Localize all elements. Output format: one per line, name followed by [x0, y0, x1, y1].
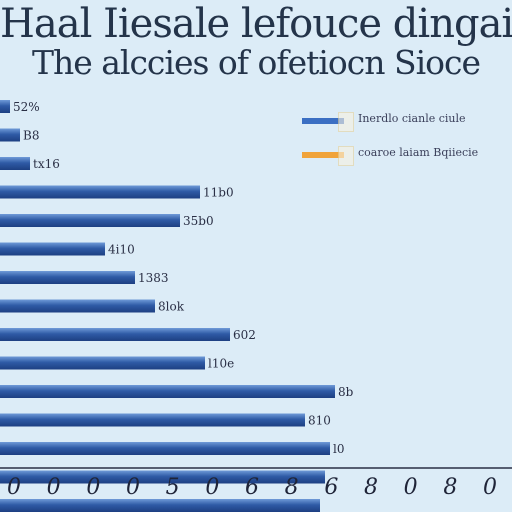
- bar: [0, 413, 305, 427]
- x-tick-label: 0: [205, 475, 219, 500]
- x-tick-label: 6: [245, 475, 259, 500]
- bar: [0, 328, 230, 341]
- bar: [0, 100, 10, 113]
- x-tick-label: 0: [404, 475, 418, 500]
- bar: [0, 157, 30, 170]
- bar-value-label: 8lok: [158, 300, 185, 314]
- chart-title-line-2: The alccies of ofetiocn Sioce: [31, 43, 481, 82]
- chart-title: Haal Iiesale lefouce dingai The alccies …: [0, 0, 512, 82]
- bar: [0, 385, 335, 398]
- legend-marker: [338, 112, 354, 132]
- x-tick-label: 5: [166, 475, 180, 500]
- legend-marker: [338, 146, 354, 166]
- bar: [0, 499, 320, 512]
- x-tick-label: 8: [285, 475, 299, 500]
- bar-value-label: 1383: [138, 271, 169, 285]
- legend-item: Inerdlo cianle ciule: [302, 112, 502, 132]
- bar-value-label: 4i10: [108, 243, 135, 257]
- x-tick-label: 0: [126, 475, 140, 500]
- legend-item: coaroe laiam Bqiiecie: [302, 146, 502, 166]
- bar-value-label: tx16: [33, 157, 60, 171]
- bar-value-label: 11b0: [203, 186, 234, 200]
- bar-value-label: 810: [308, 414, 331, 428]
- legend-label: Inerdlo cianle ciule: [358, 112, 466, 125]
- bar-value-label: 602: [233, 328, 256, 342]
- bar: [0, 214, 180, 227]
- chart-title-line-1: Haal Iiesale lefouce dingai: [0, 1, 512, 47]
- x-tick-label: 8: [443, 475, 457, 500]
- bar-value-label: 8b: [338, 385, 354, 399]
- x-tick-label: 0: [86, 475, 100, 500]
- legend-label: coaroe laiam Bqiiecie: [358, 146, 479, 159]
- bar: [0, 242, 105, 256]
- bar: [0, 185, 200, 199]
- bar-value-label: l10e: [208, 357, 234, 371]
- bar: [0, 299, 155, 313]
- x-tick-label: 6: [324, 475, 338, 500]
- x-tick-label: 0: [483, 475, 497, 500]
- chart-legend: Inerdlo cianle ciule coaroe laiam Bqiiec…: [302, 112, 502, 172]
- bar: [0, 442, 330, 455]
- bar: [0, 356, 205, 370]
- legend-swatch-orange: [302, 152, 344, 158]
- bar: [0, 470, 325, 484]
- bar-value-label: B8: [23, 129, 39, 143]
- bar-value-label: 35b0: [183, 214, 214, 228]
- x-tick-label: 0: [7, 475, 21, 500]
- bar: [0, 271, 135, 284]
- x-tick-label: 0: [47, 475, 61, 500]
- x-tick-label: 8: [364, 475, 378, 500]
- legend-swatch-blue: [302, 118, 344, 124]
- bar-value-label: 52%: [13, 100, 40, 114]
- bar-value-label: l0: [333, 442, 344, 456]
- bar: [0, 128, 20, 142]
